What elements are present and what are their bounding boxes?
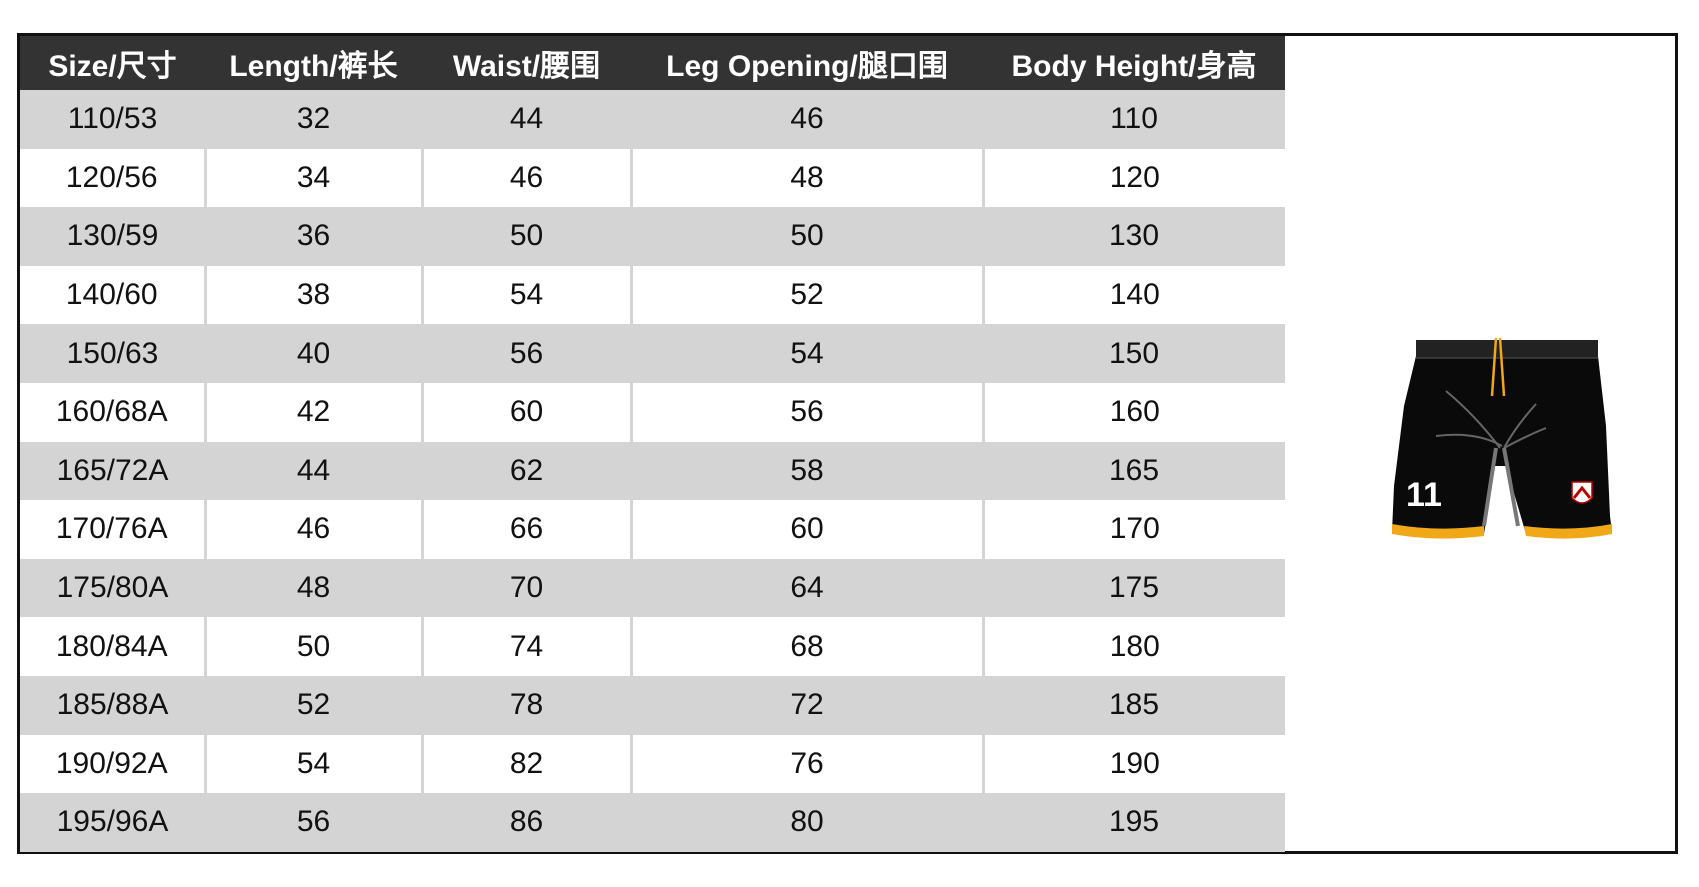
table-cell: 130 [983, 207, 1285, 266]
table-cell: 80 [631, 793, 983, 852]
table-cell: 120 [981, 148, 1285, 208]
table-cell: 180/84A [20, 617, 205, 676]
table-cell: 44 [205, 441, 422, 501]
table-row: 120/56 34 46 48 120 [20, 148, 1285, 208]
table-cell: 48 [629, 148, 983, 208]
table-row: 150/63 40 56 54 150 [20, 324, 1285, 383]
table-cell: 175 [983, 558, 1285, 618]
table-cell: 130/59 [20, 207, 205, 266]
table-cell: 62 [422, 441, 631, 501]
table-cell: 78 [422, 675, 631, 735]
table-cell: 66 [420, 500, 631, 559]
size-table: Size/尺寸 Length/裤长 Waist/腰围 Leg Opening/腿口围 B… [20, 36, 1285, 852]
table-cell: 60 [420, 382, 631, 442]
table-cell: 46 [420, 148, 631, 208]
table-cell: 38 [203, 265, 422, 325]
column-header: Body Height/身高 [983, 36, 1285, 90]
table-cell: 110 [983, 90, 1285, 149]
black-shorts-image: 11 [1392, 337, 1612, 539]
size-chart: Size/尺寸 Length/裤长 Waist/腰围 Leg Opening/腿口围 B… [17, 33, 1678, 854]
table-cell: 82 [420, 734, 631, 794]
table-row: 190/92A 54 82 76 190 [20, 734, 1285, 794]
table-cell: 195 [983, 793, 1285, 852]
table-cell: 50 [203, 617, 422, 676]
table-cell: 42 [203, 382, 422, 442]
table-row: 180/84A 50 74 68 180 [20, 617, 1285, 676]
table-cell: 170 [981, 500, 1285, 559]
table-row: 140/60 38 54 52 140 [20, 265, 1285, 325]
shorts-number: 11 [1406, 476, 1442, 514]
column-header: Waist/腰围 [422, 36, 631, 90]
table-row: 110/53 32 44 46 110 [20, 90, 1285, 149]
shorts-image: 11 [1286, 36, 1675, 851]
table-cell: 140 [981, 265, 1285, 325]
table-row: 165/72A 44 62 58 165 [20, 441, 1285, 501]
table-cell: 190 [981, 734, 1285, 794]
column-header: Leg Opening/腿口围 [631, 36, 983, 90]
table-cell: 160 [981, 382, 1285, 442]
table-cell: 54 [420, 265, 631, 325]
table-row: 130/59 36 50 50 130 [20, 207, 1285, 266]
crest-icon [1571, 481, 1593, 504]
table-row: 160/68A 42 60 56 160 [20, 382, 1285, 442]
table-cell: 50 [422, 207, 631, 266]
column-header: Size/尺寸 [20, 36, 205, 90]
table-cell: 68 [629, 617, 983, 676]
table-cell: 64 [631, 558, 983, 618]
table-cell: 180 [981, 617, 1285, 676]
table-cell: 50 [631, 207, 983, 266]
table-row: 170/76A 46 66 60 170 [20, 500, 1285, 559]
table-cell: 54 [631, 324, 983, 383]
table-cell: 76 [629, 734, 983, 794]
table-cell: 52 [629, 265, 983, 325]
table-cell: 165/72A [20, 441, 205, 501]
table-cell: 110/53 [20, 90, 205, 149]
table-cell: 195/96A [20, 793, 205, 852]
table-row: 185/88A 52 78 72 185 [20, 675, 1285, 735]
table-cell: 185 [983, 675, 1285, 735]
header-row: Size/尺寸 Length/裤长 Waist/腰围 Leg Opening/腿口围 B… [20, 36, 1285, 90]
table-cell: 165 [983, 441, 1285, 501]
table-cell: 40 [205, 324, 422, 383]
table-cell: 70 [422, 558, 631, 618]
table-cell: 170/76A [20, 500, 205, 559]
table-cell: 185/88A [20, 675, 205, 735]
table-cell: 48 [205, 558, 422, 618]
table-cell: 34 [203, 148, 422, 208]
table-cell: 54 [203, 734, 422, 794]
table-cell: 56 [422, 324, 631, 383]
table-cell: 60 [629, 500, 983, 559]
table-cell: 190/92A [20, 734, 205, 794]
table-cell: 46 [203, 500, 422, 559]
table-cell: 46 [631, 90, 983, 149]
table-cell: 175/80A [20, 558, 205, 618]
table-cell: 58 [631, 441, 983, 501]
table-cell: 150/63 [20, 324, 205, 383]
column-header: Length/裤长 [205, 36, 422, 90]
table-cell: 150 [983, 324, 1285, 383]
table-cell: 36 [205, 207, 422, 266]
table-cell: 74 [420, 617, 631, 676]
table-cell: 52 [205, 675, 422, 735]
table-row: 195/96A 56 86 80 195 [20, 793, 1285, 852]
table-cell: 56 [629, 382, 983, 442]
table-cell: 44 [422, 90, 631, 149]
table-cell: 86 [422, 793, 631, 852]
table-cell: 32 [205, 90, 422, 149]
table-cell: 140/60 [20, 265, 205, 325]
table-row: 175/80A 48 70 64 175 [20, 558, 1285, 618]
table-cell: 56 [205, 793, 422, 852]
table-cell: 72 [631, 675, 983, 735]
table-cell: 120/56 [20, 148, 205, 208]
table-cell: 160/68A [20, 382, 205, 442]
